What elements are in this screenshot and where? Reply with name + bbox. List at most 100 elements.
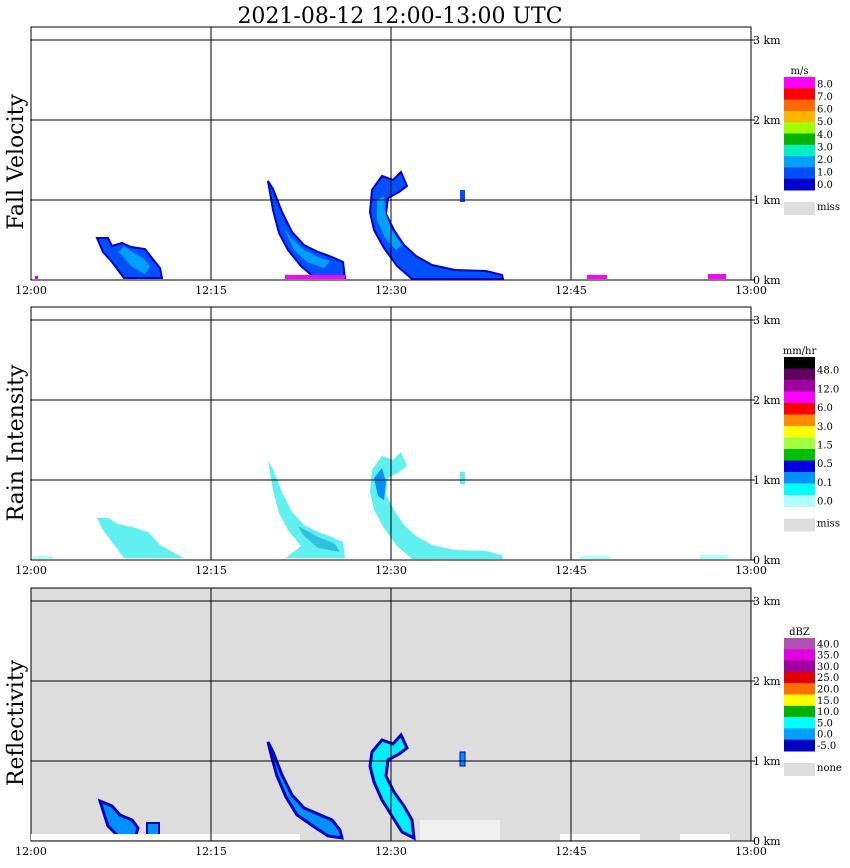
y-ticks-fall-velocity: 0 km 1 km 2 km 3 km [751,34,781,287]
colorbar-swatch [784,133,815,146]
colorbar-missing-swatch [784,518,815,532]
colorbar-swatch [784,88,815,101]
y-tick-label: 2 km [753,114,781,127]
x-tick-label: 12:15 [195,284,227,297]
colorbar-label: 40.0 [817,639,839,650]
colorbar-label: 1.0 [817,167,833,178]
colorbar-unit: m/s [791,66,809,77]
colorbar-label: 1.5 [817,440,833,451]
colorbar-swatch [784,483,815,496]
colorbar-swatch [784,167,815,180]
x-tick-label: 12:45 [555,284,587,297]
x-tick-label: 13:00 [735,284,767,297]
colorbar-label: 6.0 [817,403,833,414]
reflectivity-streak-1 [97,798,140,840]
colorbar-missing-label: none [817,763,842,774]
colorbar-swatch [784,638,815,650]
rain-intensity-speck [460,472,465,484]
colorbar-label: -5.0 [817,741,836,752]
fall-velocity-clutter-c [587,275,607,279]
fall-velocity-clutter-a [35,276,38,279]
fall-velocity-clutter-b [285,275,345,279]
x-tick-label: 13:00 [735,564,767,577]
fall-velocity-clutter-d [708,274,726,279]
x-tick-label: 12:00 [15,564,47,577]
x-tick-label: 13:00 [735,845,767,858]
ylabel-rain-intensity: Rain Intensity [4,364,29,521]
fall-velocity-speck [460,190,465,202]
colorbar-unit: dBZ [789,627,810,638]
colorbar-swatch [784,660,815,673]
y-tick-label: 1 km [753,474,781,487]
colorbar-swatch [784,694,815,707]
colorbar-label: 6.0 [817,105,833,116]
colorbar-label: 5.0 [817,718,833,729]
x-tick-label: 12:30 [375,284,407,297]
rain-intensity-streak-1 [97,518,184,558]
colorbar-swatch [784,357,815,369]
rain-intensity-core-2 [298,526,340,552]
x-tick-label: 12:45 [555,845,587,858]
y-tick-label: 0 km [753,274,781,287]
colorbar-label: 35.0 [817,651,839,662]
colorbar-missing-swatch [784,202,815,215]
colorbar-label: 25.0 [817,673,839,684]
colorbar-swatch [784,460,815,473]
y-tick-label: 1 km [753,755,781,768]
colorbar-missing-label: miss [817,519,840,530]
colorbar-fall-velocity: m/s 8.07.0 6.05.0 4.03.0 2.01.0 0.0 miss [784,66,840,215]
colorbar-missing-swatch [784,763,815,776]
colorbar-label: 0.1 [817,478,833,489]
panel-reflectivity: Reflectivity 12:00 12:15 12:30 12:45 13:00 0… [4,587,842,858]
reflectivity-streak-2 [266,741,344,840]
fall-velocity-core-2 [283,226,330,268]
fall-velocity-core-1 [119,246,150,274]
y-tick-label: 1 km [753,194,781,207]
y-tick-label: 0 km [753,554,781,567]
x-ticks-fall-velocity: 12:00 12:15 12:30 12:45 13:00 [15,284,767,297]
y-tick-label: 2 km [753,675,781,688]
y-tick-label: 0 km [753,835,781,848]
colorbar-label: 20.0 [817,685,839,696]
y-tick-label: 3 km [753,314,781,327]
colorbar-label: 30.0 [817,662,839,673]
colorbar-swatch [784,414,815,427]
colorbar-label: 12.0 [817,384,839,395]
reflectivity-clutter-b [240,834,300,840]
panel-rain-intensity: Rain Intensity 12:00 12:15 12:30 12:45 13:00… [4,306,840,577]
colorbar-label: 10.0 [817,707,839,718]
rain-intensity-streak-3 [370,452,503,559]
x-tick-label: 12:15 [195,564,227,577]
colorbar-swatch [784,156,815,168]
colorbar-swatch [784,368,815,381]
x-ticks-rain-intensity: 12:00 12:15 12:30 12:45 13:00 [15,564,767,577]
chart-title: 2021-08-12 12:00-13:00 UTC [237,4,562,29]
colorbar-swatch [784,495,815,507]
y-tick-label: 2 km [753,394,781,407]
data-marks-fall-velocity [35,170,726,280]
x-tick-label: 12:15 [195,845,227,858]
colorbar-swatch [784,705,815,718]
colorbar-label: 8.0 [817,80,833,91]
colorbar-swatch [784,178,815,191]
x-tick-label: 12:45 [555,564,587,577]
grid-fall-velocity [31,27,751,280]
colorbar-swatch [784,391,815,404]
ylabel-fall-velocity: Fall Velocity [4,94,29,230]
colorbar-swatch [784,122,815,134]
colorbar-swatch [784,144,815,157]
reflectivity-speck [459,751,466,767]
fall-velocity-core-3 [377,196,402,250]
grid-reflectivity [31,588,751,841]
rain-intensity-clutter-c [700,555,728,559]
colorbar-label: 7.0 [817,92,833,103]
colorbar-swatch [784,728,815,741]
colorbar-missing-label: miss [817,202,840,213]
y-ticks-reflectivity: 0 km 1 km 2 km 3 km [751,595,781,848]
x-tick-label: 12:30 [375,564,407,577]
colorbar-label: 0.0 [817,497,833,508]
panel-fall-velocity: Fall Velocity 12:00 12:15 12:30 12:45 13:00 … [4,26,840,297]
colorbar-unit: mm/hr [783,346,817,357]
